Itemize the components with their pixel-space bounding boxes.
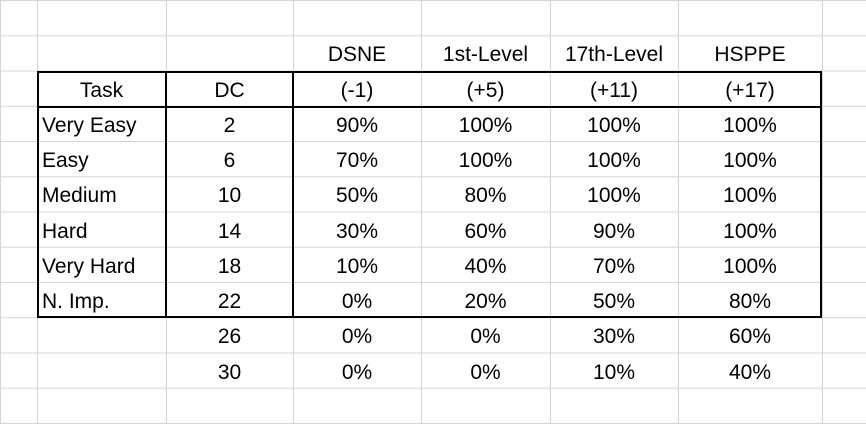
cell[interactable]: 90% [592,219,636,243]
cell[interactable]: Very Easy [42,113,137,137]
cell[interactable]: 100% [723,149,777,172]
cell[interactable]: Task [79,78,124,102]
cell[interactable]: 100% [587,149,641,172]
task-column-border [165,71,167,318]
cell[interactable]: (+5) [466,78,505,102]
cell[interactable]: 80% [464,184,507,208]
cell[interactable]: 10 [217,184,242,208]
cell[interactable]: 17th-Level [564,43,664,67]
cell[interactable]: (-1) [340,78,374,102]
cell[interactable]: 100% [458,149,513,172]
cell[interactable]: 20% [464,290,507,313]
cell[interactable]: Medium [42,184,117,208]
header-underline [37,106,822,108]
table-border [37,71,822,318]
cell[interactable]: 6 [223,149,236,172]
cell[interactable]: 14 [217,219,242,243]
cell[interactable]: 2 [223,113,236,137]
cell[interactable]: 100% [723,219,777,243]
cell[interactable]: 1st-Level [442,43,529,67]
cell[interactable]: 40% [728,360,772,384]
cell[interactable]: 50% [592,290,636,313]
cell[interactable]: 100% [723,113,777,137]
cell[interactable] [37,353,166,388]
cell[interactable]: (+11) [589,78,639,102]
cell[interactable]: Hard [42,219,88,243]
cell[interactable]: 90% [335,113,379,137]
cell[interactable]: 30% [335,219,379,243]
cell[interactable]: N. Imp. [42,290,110,313]
cell[interactable]: 30 [217,360,242,384]
cell[interactable]: DC [214,78,245,102]
cell[interactable]: 70% [592,254,636,278]
cell[interactable]: DSNE [327,43,387,67]
gridline [421,0,422,424]
cell[interactable]: 40% [464,254,507,278]
cell[interactable]: 22 [217,290,242,313]
gridline [822,0,823,424]
cell[interactable]: HSPPE [714,43,786,67]
gridline [550,0,551,424]
cell[interactable]: 0% [341,360,373,384]
cell[interactable]: 80% [728,290,772,313]
cell[interactable]: 10% [335,254,379,278]
cell[interactable]: 30% [592,325,636,349]
cell[interactable]: 100% [458,113,513,137]
cell[interactable]: 0% [470,325,501,349]
cell[interactable]: 100% [723,184,777,208]
cell[interactable]: 0% [341,325,373,349]
cell[interactable]: 70% [335,149,379,172]
cell[interactable]: 0% [341,290,373,313]
cell[interactable] [37,317,166,352]
cell[interactable]: Very Hard [42,254,136,278]
dc-column-border [292,71,294,318]
cell[interactable]: 60% [464,219,507,243]
gridline [678,0,679,424]
cell[interactable]: 18 [217,254,242,278]
cell[interactable]: 100% [587,113,641,137]
cell[interactable]: 60% [728,325,772,349]
cell[interactable]: 26 [217,325,242,349]
cell[interactable]: 100% [723,254,777,278]
cell[interactable]: 10% [592,360,636,384]
cell[interactable]: 100% [587,184,641,208]
cell[interactable]: 0% [470,360,501,384]
cell[interactable]: Easy [42,149,89,172]
cell[interactable]: (+17) [725,78,775,102]
cell[interactable]: 50% [335,184,379,208]
